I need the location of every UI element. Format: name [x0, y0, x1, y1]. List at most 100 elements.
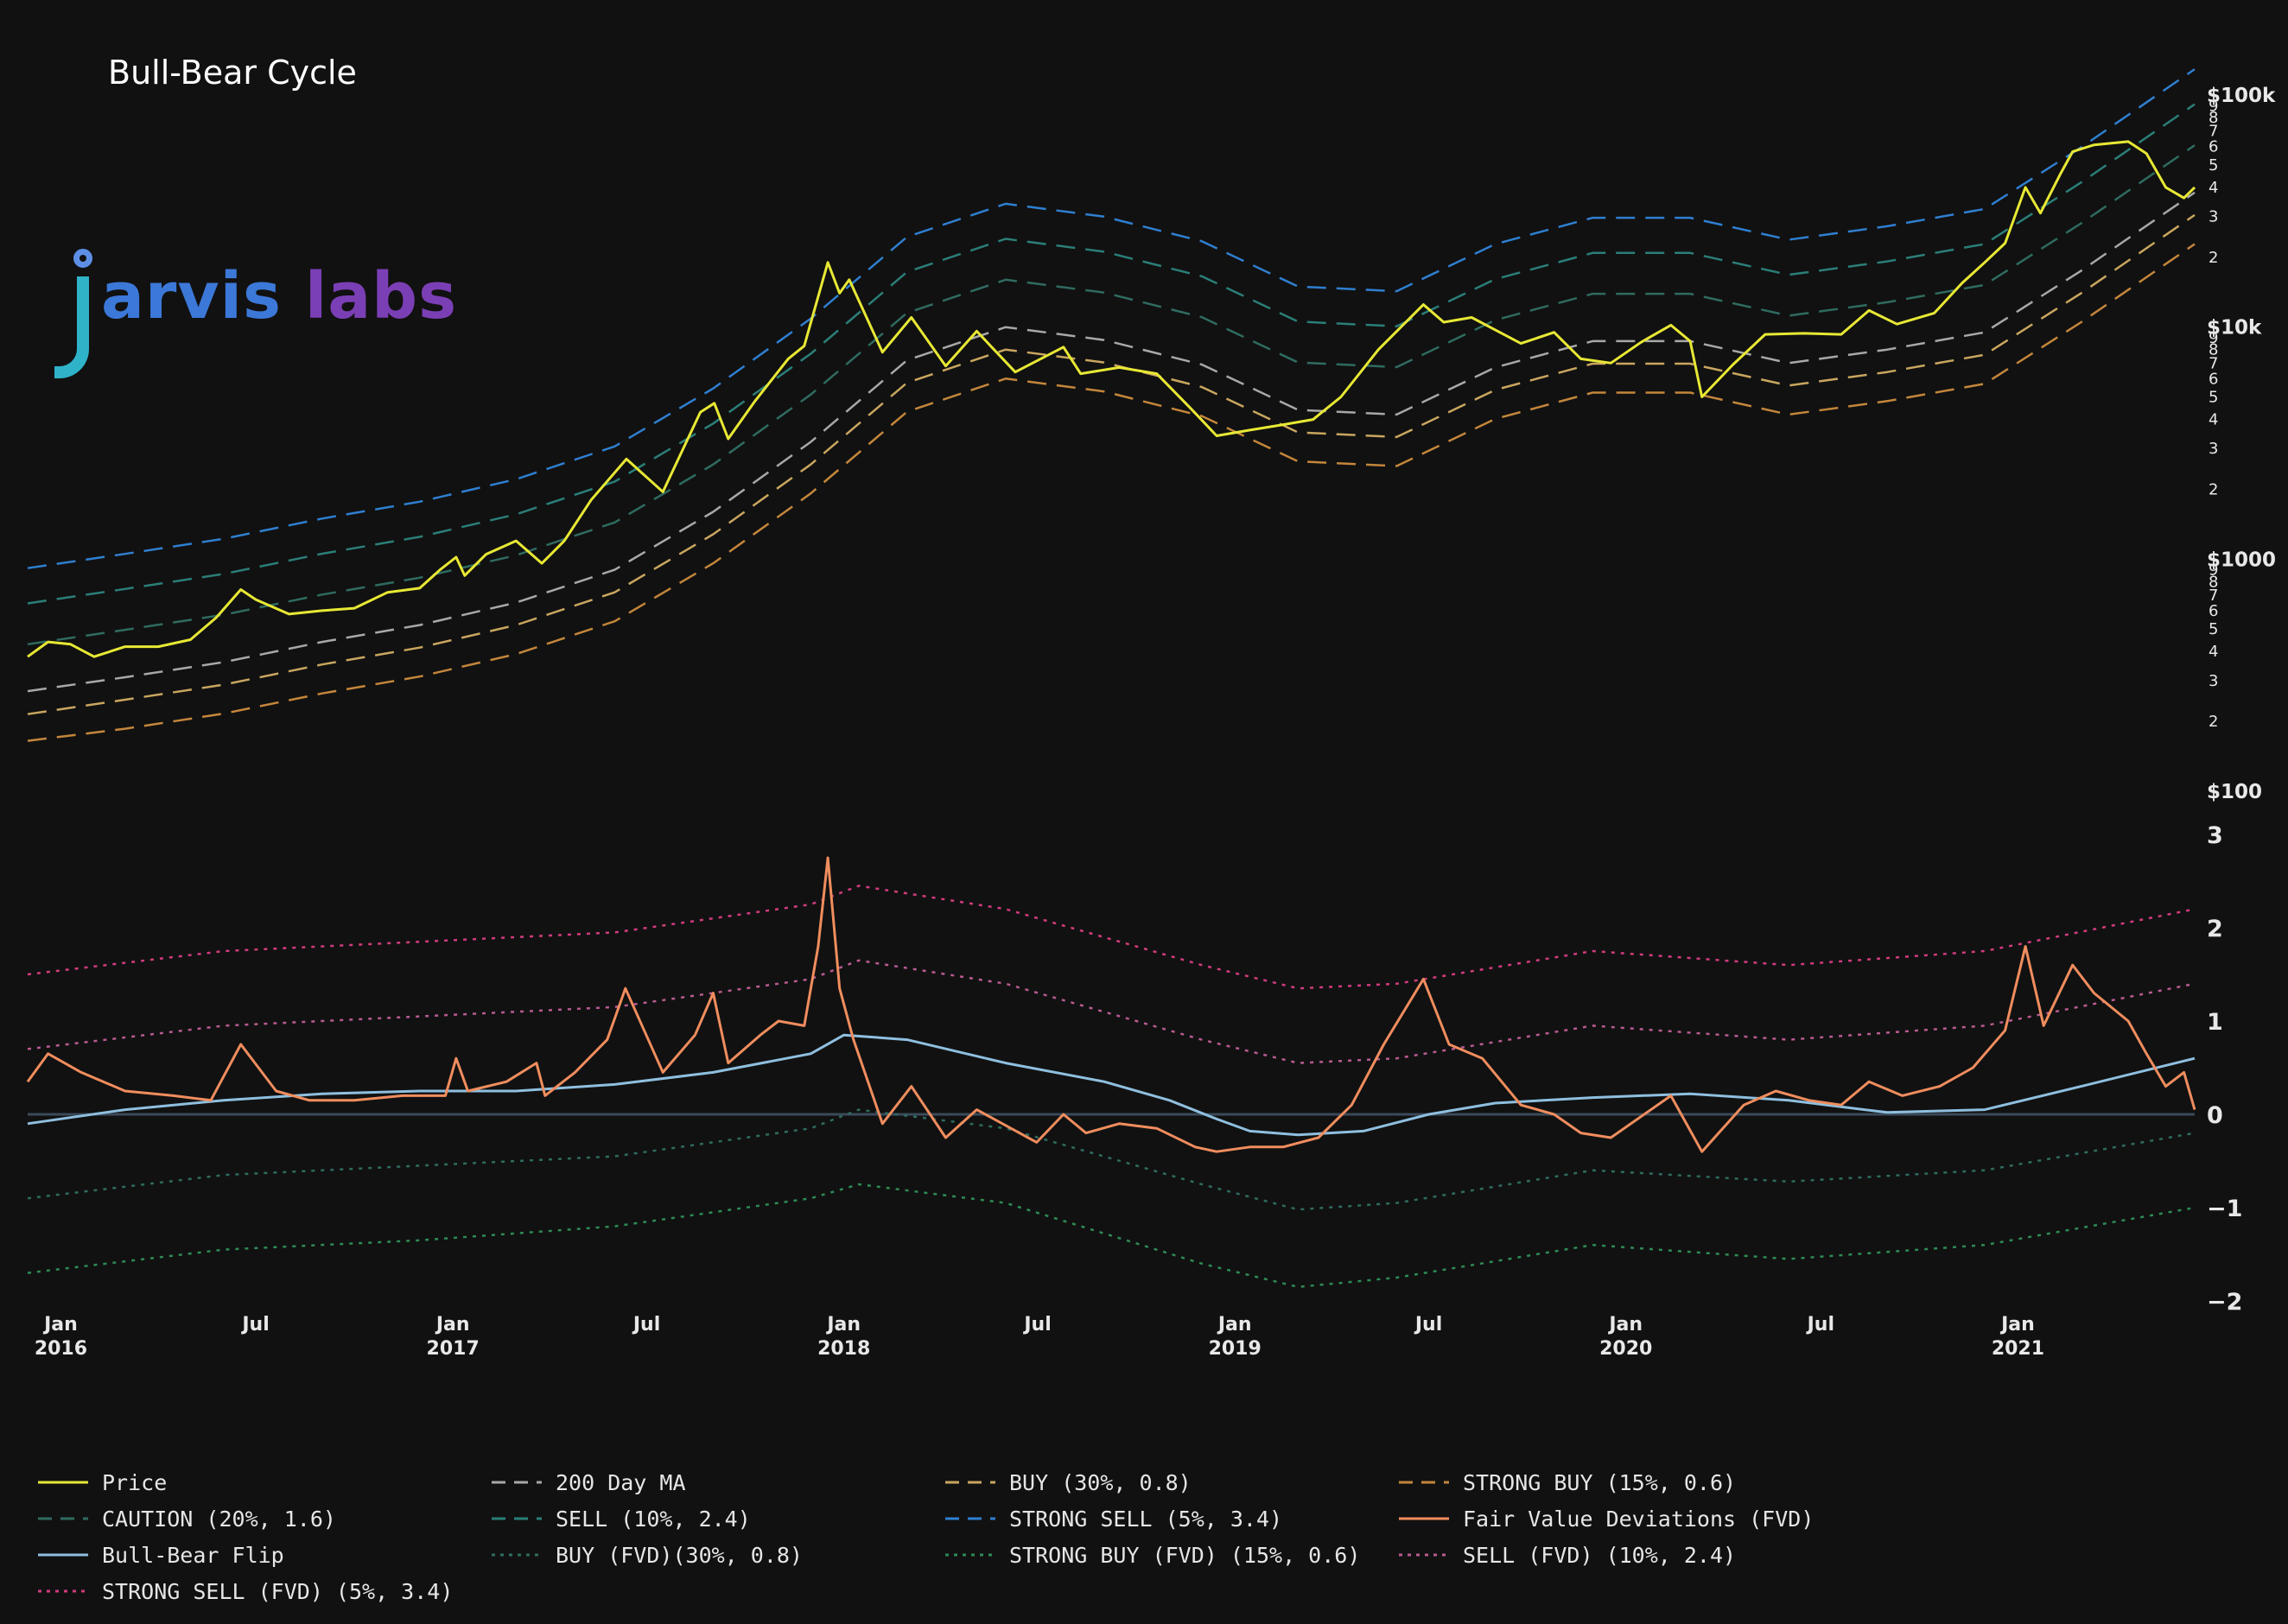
price-minor-tick-label: 3 [2209, 207, 2218, 225]
price-minor-tick-label: 7 [2209, 587, 2218, 605]
price-axis: $100$1000$10k$100k2323456789234567894567… [2207, 85, 2276, 803]
series-line-200-day-ma [27, 191, 2196, 693]
price-minor-tick-label: 4 [2209, 179, 2218, 197]
x-tick-year-label: 2021 [1992, 1338, 2044, 1360]
legend-item-strong-sell-5-3-4[interactable]: STRONG SELL (5%, 3.4) [944, 1500, 1282, 1537]
series-line-fair-value-deviations-fvd [26, 856, 2196, 1153]
date-axis: Jan 2016 Jul Jan 2017 Jul Jan 2018 Jul Jan 2019 Jul… [35, 1314, 2044, 1360]
x-tick-label: Jan [1217, 1314, 1252, 1335]
legend-label: SELL (10%, 2.4) [556, 1506, 751, 1532]
legend-label: STRONG BUY (FVD) (15%, 0.6) [1009, 1542, 1361, 1568]
price-minor-tick-label: 7 [2209, 354, 2218, 372]
price-minor-tick-label: 3 [2209, 440, 2218, 458]
price-minor-tick-label: 6 [2209, 370, 2218, 388]
legend-swatch-icon [38, 1481, 88, 1484]
legend-swatch-icon [492, 1517, 542, 1520]
legend-label: Bull-Bear Flip [102, 1542, 284, 1568]
price-minor-tick-label: 8 [2209, 573, 2218, 591]
fvd-tick-label: 3 [2207, 822, 2223, 849]
fvd-tick-label: 0 [2207, 1102, 2223, 1129]
legend-label: SELL (FVD) (10%, 2.4) [1463, 1542, 1737, 1568]
price-minor-tick-label: 4 [2209, 643, 2218, 661]
bull-bear-cycle-chart: $100$1000$10k$100k2323456789234567894567… [26, 68, 2276, 1360]
legend-item-bull-bear-flip[interactable]: Bull-Bear Flip [36, 1537, 284, 1573]
x-tick-label: Jan [42, 1314, 78, 1335]
price-minor-tick-label: 2 [2209, 249, 2218, 267]
price-major-tick-label: $100 [2207, 781, 2262, 803]
jarvis-j-logo-icon [54, 276, 89, 378]
price-series-group [27, 68, 2196, 742]
x-tick-year-label: 2019 [1209, 1338, 1262, 1360]
legend-swatch-icon [945, 1553, 995, 1557]
legend-swatch-icon [1399, 1517, 1449, 1520]
legend-swatch-icon [492, 1481, 542, 1484]
logo-dot-icon [73, 249, 92, 268]
legend-swatch-icon [945, 1481, 995, 1484]
x-tick-label: Jul [1806, 1314, 1834, 1335]
legend-label: STRONG SELL (5%, 3.4) [1009, 1506, 1283, 1532]
series-line-strong-sell-fvd-5-3-4 [27, 885, 2196, 990]
legend-item-strong-sell-fvd-5-3-4[interactable]: STRONG SELL (FVD) (5%, 3.4) [36, 1573, 453, 1609]
fvd-tick-label: 1 [2207, 1009, 2223, 1036]
series-line-caution-20-1-6 [27, 144, 2196, 646]
series-line-price [27, 140, 2196, 658]
series-line-buy-fvd-30-0-8 [27, 1108, 2196, 1211]
legend-item-fair-value-deviations-fvd[interactable]: Fair Value Deviations (FVD) [1397, 1500, 1814, 1537]
legend-label: STRONG BUY (15%, 0.6) [1463, 1469, 1737, 1495]
x-tick-year-label: 2016 [35, 1338, 87, 1360]
legend-swatch-icon [38, 1517, 88, 1520]
legend-item-sell-10-2-4[interactable]: SELL (10%, 2.4) [490, 1500, 751, 1537]
legend-swatch-icon [38, 1553, 88, 1557]
fvd-tick-label: 2 [2207, 916, 2223, 942]
x-tick-label: Jul [1414, 1314, 1442, 1335]
legend-label: Price [102, 1469, 168, 1495]
price-minor-tick-label: 9 [2209, 97, 2218, 115]
legend-label: STRONG SELL (FVD) (5%, 3.4) [102, 1578, 454, 1604]
x-tick-label: Jan [435, 1314, 470, 1335]
series-line-strong-buy-fvd-15-0-6 [27, 1183, 2196, 1289]
x-tick-label: Jul [632, 1314, 660, 1335]
price-major-tick-label: $100k [2207, 85, 2276, 107]
x-tick-year-label: 2018 [817, 1338, 870, 1360]
legend-swatch-icon [945, 1517, 995, 1520]
price-major-tick-label: $10k [2207, 317, 2262, 339]
price-minor-tick-label: 7 [2209, 123, 2218, 141]
legend-item-buy-30-0-8[interactable]: BUY (30%, 0.8) [944, 1464, 1192, 1500]
price-minor-tick-label: 5 [2209, 156, 2218, 174]
price-minor-tick-label: 8 [2209, 341, 2218, 359]
logo-text-part2: labs [282, 259, 458, 333]
series-line-sell-10-2-4 [27, 103, 2196, 605]
legend-label: CAUTION (20%, 1.6) [102, 1506, 336, 1532]
x-tick-year-label: 2017 [427, 1338, 480, 1360]
series-line-strong-buy-15-0-6 [27, 243, 2196, 742]
legend-swatch-icon [1399, 1481, 1449, 1484]
legend-swatch-icon [1399, 1553, 1449, 1557]
series-line-bull-bear-flip [27, 1033, 2196, 1137]
price-minor-tick-label: 2 [2209, 480, 2218, 498]
fvd-axis: 3 2 1 0 −1 −2 [28, 822, 2242, 1316]
legend-label: BUY (30%, 0.8) [1009, 1469, 1192, 1495]
legend-item-sell-fvd-10-2-4[interactable]: SELL (FVD) (10%, 2.4) [1397, 1537, 1736, 1573]
fvd-tick-label: −2 [2207, 1289, 2242, 1316]
x-tick-label: Jul [1022, 1314, 1051, 1335]
legend-item-caution-20-1-6[interactable]: CAUTION (20%, 1.6) [36, 1500, 336, 1537]
legend-item-strong-buy-15-0-6[interactable]: STRONG BUY (15%, 0.6) [1397, 1464, 1736, 1500]
logo-text: arvis labs [101, 259, 457, 333]
jarvis-labs-logo: arvis labs [48, 240, 456, 404]
legend-item-200-day-ma[interactable]: 200 Day MA [490, 1464, 686, 1500]
legend-item-buy-fvd-30-0-8[interactable]: BUY (FVD)(30%, 0.8) [490, 1537, 803, 1573]
x-tick-label: Jan [825, 1314, 861, 1335]
legend-swatch-icon [38, 1589, 88, 1593]
legend-swatch-icon [492, 1553, 542, 1557]
price-minor-tick-label: 9 [2209, 329, 2218, 347]
legend-item-strong-buy-fvd-15-0-6[interactable]: STRONG BUY (FVD) (15%, 0.6) [944, 1537, 1360, 1573]
legend-item-price[interactable]: Price [36, 1464, 167, 1500]
x-tick-label: Jan [1607, 1314, 1643, 1335]
series-line-strong-sell-5-3-4 [27, 68, 2196, 569]
fvd-series-group [26, 856, 2196, 1289]
fvd-tick-label: −1 [2207, 1196, 2242, 1222]
price-minor-tick-label: 9 [2209, 561, 2218, 580]
price-major-tick-label: $1000 [2207, 549, 2276, 571]
price-minor-tick-label: 6 [2209, 602, 2218, 620]
chart-title: Bull-Bear Cycle [108, 54, 357, 92]
